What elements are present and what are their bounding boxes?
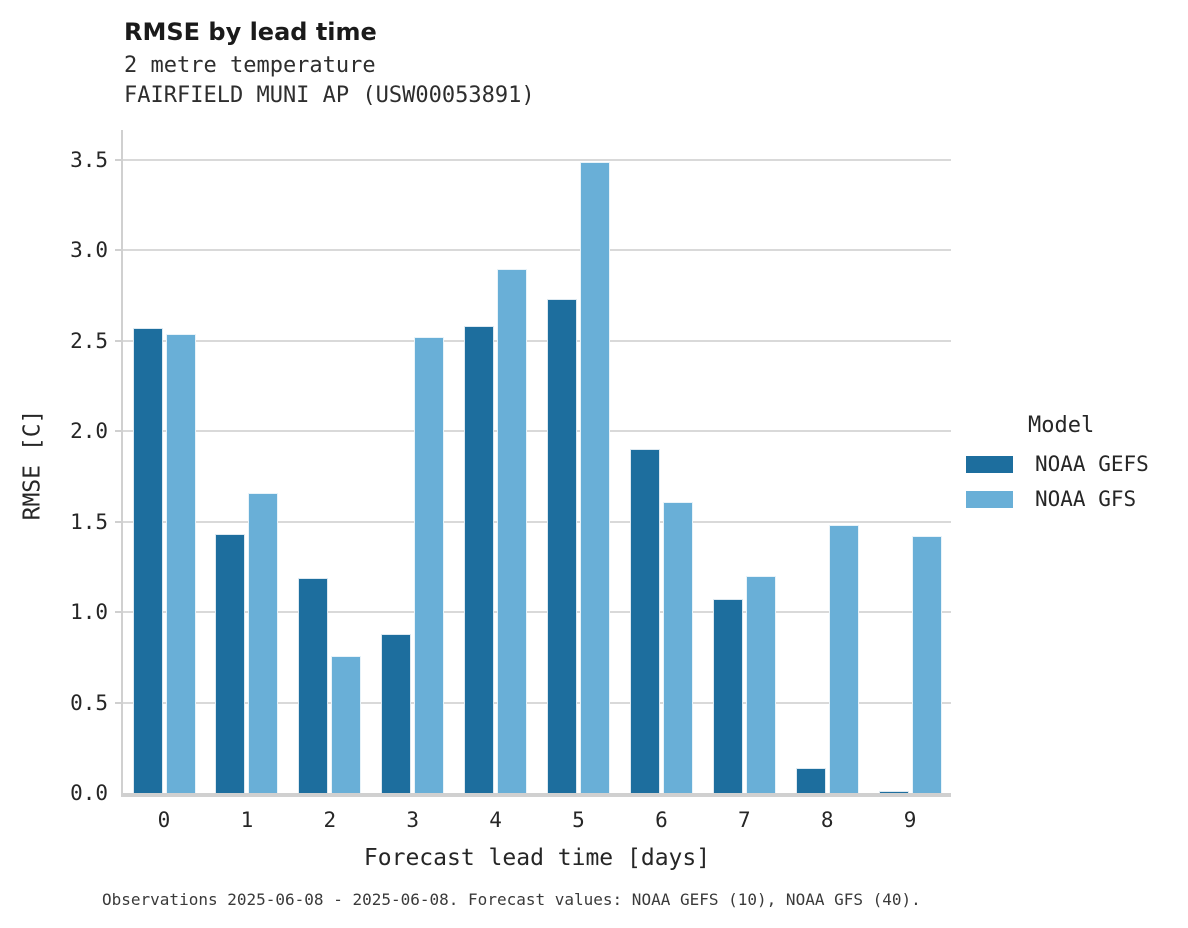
bar-noaa-gfs-lead-0 bbox=[165, 333, 196, 793]
gridline-y-3.5 bbox=[123, 159, 951, 161]
bar-noaa-gfs-lead-2 bbox=[331, 655, 362, 793]
bar-noaa-gefs-lead-2 bbox=[298, 577, 329, 793]
bar-noaa-gefs-lead-3 bbox=[381, 633, 412, 793]
chart-subtitle-station: FAIRFIELD MUNI AP (USW00053891) bbox=[124, 83, 535, 108]
bar-noaa-gefs-lead-6 bbox=[629, 449, 660, 793]
x-tick-label-6: 6 bbox=[655, 808, 668, 832]
legend-label-gfs: NOAA GFS bbox=[1035, 487, 1137, 511]
gridline-y-1.5 bbox=[123, 520, 951, 523]
y-axis-label-container: RMSE [C] bbox=[10, 330, 54, 600]
y-axis-spine bbox=[121, 130, 123, 793]
y-tick-label-0.5: 0.5 bbox=[70, 690, 108, 715]
x-axis-label: Forecast lead time [days] bbox=[363, 845, 711, 871]
x-tick-label-3: 3 bbox=[406, 808, 420, 832]
y-tickmark-3.0 bbox=[115, 249, 121, 252]
bar-noaa-gfs-lead-8 bbox=[828, 525, 859, 793]
bar-noaa-gfs-lead-1 bbox=[248, 492, 279, 793]
x-tick-label-4: 4 bbox=[489, 808, 502, 832]
gridline-y-3.0 bbox=[123, 249, 951, 252]
bar-noaa-gefs-lead-1 bbox=[215, 534, 246, 793]
x-axis-baseline bbox=[121, 793, 951, 797]
y-tickmark-2.5 bbox=[115, 339, 121, 342]
legend-title: Model bbox=[1028, 413, 1095, 438]
legend-entry-gefs: NOAA GEFS bbox=[966, 451, 1181, 477]
bar-noaa-gefs-lead-7 bbox=[712, 599, 743, 793]
bar-noaa-gfs-lead-5 bbox=[580, 161, 610, 793]
x-tick-label-7: 7 bbox=[737, 808, 751, 832]
bar-noaa-gfs-lead-4 bbox=[497, 268, 528, 793]
x-tick-label-8: 8 bbox=[820, 808, 834, 832]
legend-swatch-gfs bbox=[966, 490, 1013, 508]
y-tickmark-3.5 bbox=[115, 159, 121, 161]
bar-noaa-gefs-lead-9 bbox=[878, 791, 909, 793]
x-tick-label-1: 1 bbox=[240, 808, 254, 832]
x-tick-label-2: 2 bbox=[323, 808, 337, 832]
legend: Model NOAA GEFS NOAA GFS bbox=[966, 410, 1181, 512]
legend-label-gefs: NOAA GEFS bbox=[1035, 452, 1149, 476]
bar-noaa-gfs-lead-9 bbox=[911, 536, 942, 793]
bar-noaa-gefs-lead-0 bbox=[132, 328, 163, 793]
y-tick-label-2.0: 2.0 bbox=[70, 419, 108, 444]
y-tickmark-2.0 bbox=[115, 430, 121, 433]
bar-noaa-gefs-lead-8 bbox=[795, 767, 826, 793]
legend-swatch-gefs bbox=[966, 455, 1013, 473]
bar-noaa-gfs-lead-6 bbox=[662, 501, 693, 793]
bar-noaa-gfs-lead-7 bbox=[745, 575, 776, 793]
y-tickmark-1.5 bbox=[115, 520, 121, 523]
gridline-y-2.5 bbox=[123, 339, 951, 342]
gridline-y-2.0 bbox=[123, 430, 951, 433]
gridline-y-1.0 bbox=[123, 611, 951, 614]
y-tickmark-0.5 bbox=[115, 701, 121, 704]
y-tick-label-0.0: 0.0 bbox=[70, 781, 108, 805]
gridline-y-0.5 bbox=[123, 701, 951, 704]
legend-entry-gfs: NOAA GFS bbox=[966, 486, 1181, 512]
chart-subtitle-variable: 2 metre temperature bbox=[124, 53, 376, 78]
bar-noaa-gfs-lead-3 bbox=[414, 337, 445, 793]
footnote-caption: Observations 2025-06-08 - 2025-06-08. Fo… bbox=[102, 890, 921, 909]
y-tick-label-1.0: 1.0 bbox=[70, 600, 108, 625]
x-tick-label-9: 9 bbox=[903, 808, 917, 832]
y-tickmark-1.0 bbox=[115, 611, 121, 614]
y-tick-label-2.5: 2.5 bbox=[70, 328, 108, 353]
y-tick-label-3.5: 3.5 bbox=[70, 148, 108, 172]
y-tick-label-1.5: 1.5 bbox=[70, 509, 108, 534]
bar-noaa-gefs-lead-4 bbox=[464, 326, 495, 793]
y-tick-label-3.0: 3.0 bbox=[70, 238, 108, 263]
x-tick-label-5: 5 bbox=[572, 808, 585, 832]
x-tick-label-0: 0 bbox=[157, 808, 171, 832]
plot-area bbox=[115, 130, 951, 797]
bar-noaa-gefs-lead-5 bbox=[547, 299, 577, 793]
chart-title: RMSE by lead time bbox=[124, 18, 377, 46]
